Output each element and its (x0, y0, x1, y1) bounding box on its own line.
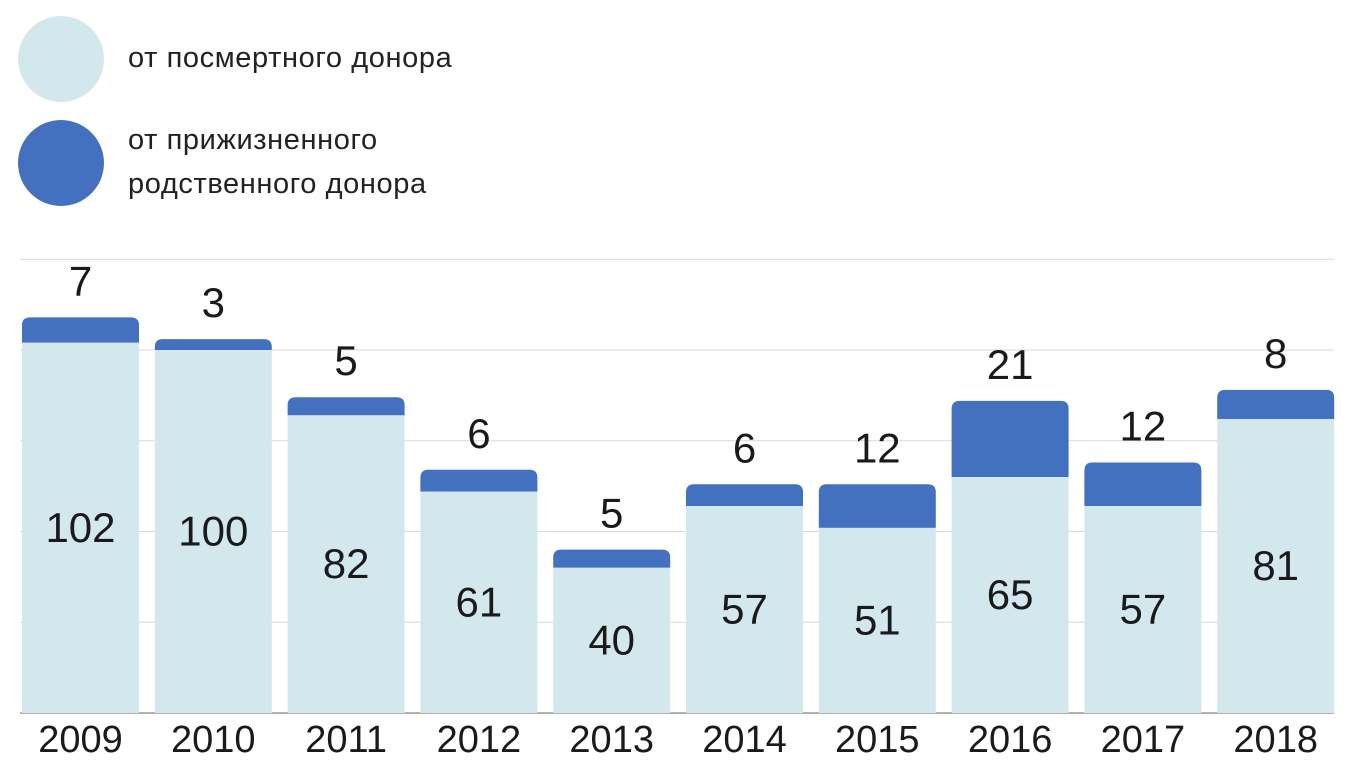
data-label-deceased: 57 (721, 586, 768, 633)
legend-label-living: от прижизненного родственного донора (128, 118, 427, 206)
data-label-deceased: 82 (323, 540, 370, 587)
bar-segment-living (154, 339, 272, 350)
legend-swatch-living (18, 120, 104, 206)
x-tick-label: 2011 (305, 719, 387, 761)
bar-segment-deceased (818, 527, 936, 713)
data-label-living: 8 (1264, 330, 1287, 377)
data-label-deceased: 57 (1120, 586, 1167, 633)
x-tick-label: 2009 (38, 719, 123, 761)
data-label-living: 7 (69, 257, 92, 304)
data-label-living: 12 (854, 424, 901, 471)
data-label-deceased: 81 (1252, 542, 1299, 589)
bar-segment-deceased (287, 415, 405, 713)
bar-segment-deceased (553, 567, 671, 713)
legend-swatch-deceased (18, 16, 104, 102)
data-label-deceased: 65 (987, 571, 1034, 618)
data-label-deceased: 102 (45, 504, 115, 551)
bar-segment-deceased (22, 342, 139, 713)
data-label-living: 5 (334, 337, 357, 384)
x-tick-label: 2017 (1101, 719, 1186, 761)
bar-segment-living (1217, 389, 1335, 419)
legend-label-deceased-line-1: от посмертного донора (128, 42, 453, 74)
legend-label-living-line-1: от прижизненного (128, 124, 378, 156)
x-tick-label: 2014 (702, 719, 787, 761)
bar-segment-living (686, 484, 803, 507)
x-tick-label: 2012 (437, 719, 522, 761)
bar-segment-living (818, 484, 936, 528)
data-label-living: 3 (202, 279, 225, 326)
bar-segment-living (22, 317, 139, 343)
bar-segment-living (420, 469, 538, 492)
legend-label-deceased: от посмертного донора (128, 36, 452, 80)
data-label-living: 21 (987, 341, 1034, 388)
bar-segment-deceased (686, 506, 803, 713)
legend-label-living-line-2: родственного донора (128, 168, 427, 200)
bar-segment-living (553, 549, 671, 568)
bar-segment-deceased (1084, 506, 1202, 713)
bar-segment-living (1084, 462, 1202, 507)
x-tick-label: 2013 (569, 719, 654, 761)
data-label-living: 5 (600, 490, 623, 537)
x-tick-label: 2016 (968, 719, 1053, 761)
data-label-deceased: 100 (178, 508, 248, 555)
bar-segment-living (287, 397, 405, 416)
x-tick-label: 2015 (835, 719, 920, 761)
data-label-living: 6 (467, 410, 490, 457)
bar-segment-deceased (420, 491, 538, 713)
x-tick-label: 2010 (171, 719, 256, 761)
bar-segment-deceased (951, 477, 1069, 713)
bar-segment-deceased (154, 350, 272, 713)
data-label-deceased: 61 (456, 578, 503, 625)
bar-segment-living (951, 400, 1069, 478)
data-label-living: 12 (1120, 403, 1167, 450)
data-label-deceased: 51 (854, 596, 901, 643)
x-tick-label: 2018 (1233, 719, 1318, 761)
data-label-deceased: 40 (588, 616, 635, 663)
data-label-living: 6 (733, 424, 756, 471)
bar-segment-deceased (1217, 418, 1335, 713)
